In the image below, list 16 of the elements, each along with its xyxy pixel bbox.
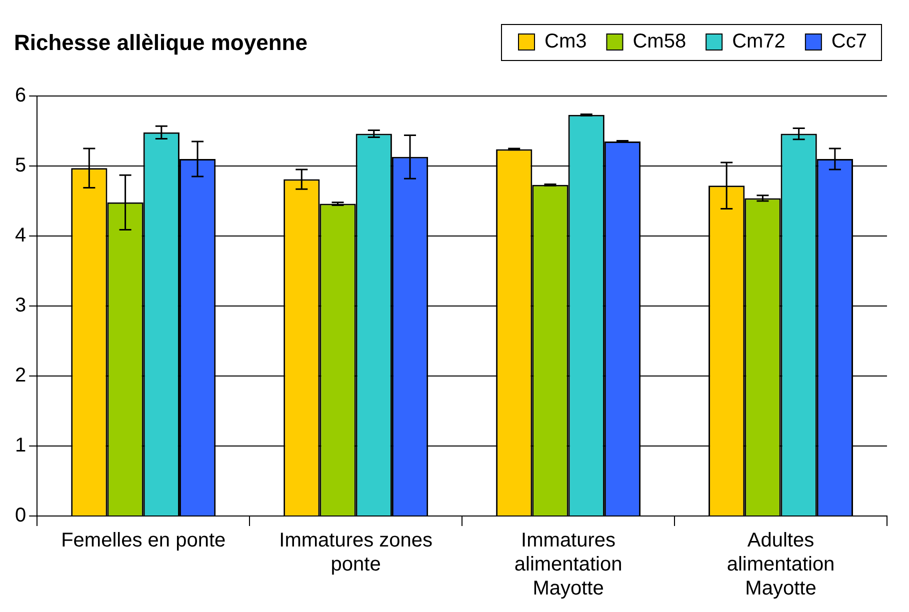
legend-label: Cm72	[732, 30, 786, 53]
x-tick-label: Femelles en ponte	[61, 530, 226, 552]
legend-label: Cm3	[544, 30, 587, 53]
y-tick-label: 2	[15, 364, 26, 387]
y-tick-label: 5	[15, 154, 26, 177]
chart-title: Richesse allèlique moyenne	[14, 30, 308, 56]
x-tick-label: Immatures alimentation Mayotte	[514, 530, 622, 600]
x-tick-label: Immatures zones ponte	[279, 530, 433, 576]
y-tick-label: 0	[15, 504, 26, 527]
y-tick-label: 4	[15, 224, 26, 247]
y-tick-label: 1	[15, 434, 26, 457]
legend-label: Cc7	[831, 30, 868, 53]
y-tick-label: 3	[15, 294, 26, 317]
y-tick-label: 6	[15, 84, 26, 107]
x-tick-label: Adultes alimentation Mayotte	[726, 530, 835, 600]
legend-label: Cm58	[632, 30, 686, 53]
